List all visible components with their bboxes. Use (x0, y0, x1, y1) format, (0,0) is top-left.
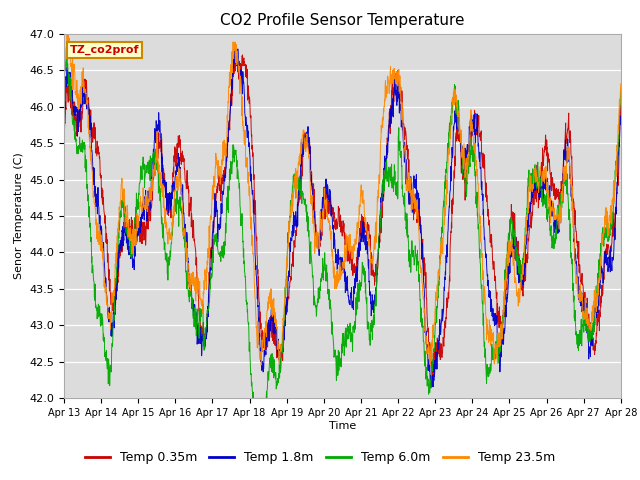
X-axis label: Time: Time (329, 421, 356, 431)
Text: TZ_co2prof: TZ_co2prof (70, 45, 139, 55)
Title: CO2 Profile Sensor Temperature: CO2 Profile Sensor Temperature (220, 13, 465, 28)
Y-axis label: Senor Temperature (C): Senor Temperature (C) (14, 153, 24, 279)
Legend: Temp 0.35m, Temp 1.8m, Temp 6.0m, Temp 23.5m: Temp 0.35m, Temp 1.8m, Temp 6.0m, Temp 2… (79, 446, 561, 469)
